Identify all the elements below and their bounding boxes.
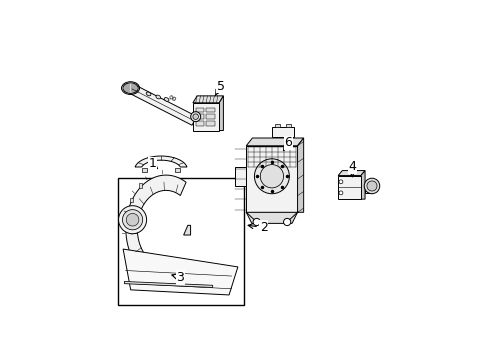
Polygon shape: [219, 96, 223, 131]
Bar: [206, 108, 215, 112]
Polygon shape: [135, 156, 187, 167]
Polygon shape: [126, 175, 186, 263]
Circle shape: [284, 219, 291, 226]
Circle shape: [339, 180, 343, 184]
Circle shape: [364, 178, 380, 194]
Polygon shape: [246, 212, 297, 223]
Circle shape: [253, 219, 260, 226]
Circle shape: [193, 114, 198, 120]
Bar: [206, 121, 215, 126]
Text: 5: 5: [215, 80, 224, 96]
Bar: [196, 108, 204, 112]
Bar: [206, 114, 215, 120]
Bar: [139, 184, 142, 188]
Bar: [338, 176, 361, 199]
Bar: [142, 168, 147, 172]
Text: 2: 2: [248, 221, 268, 234]
Polygon shape: [184, 225, 191, 235]
Bar: [196, 114, 204, 120]
Polygon shape: [124, 282, 213, 288]
Circle shape: [119, 206, 147, 234]
Circle shape: [254, 159, 290, 194]
Polygon shape: [297, 138, 304, 212]
Circle shape: [339, 191, 343, 195]
Polygon shape: [130, 85, 196, 125]
Polygon shape: [193, 96, 223, 103]
Ellipse shape: [156, 95, 161, 99]
Text: 4: 4: [348, 160, 356, 177]
Text: 6: 6: [284, 136, 293, 150]
Circle shape: [191, 112, 201, 122]
Bar: [130, 198, 133, 202]
Circle shape: [122, 210, 143, 230]
Bar: [246, 146, 297, 212]
Ellipse shape: [164, 98, 169, 102]
Circle shape: [126, 213, 139, 226]
Bar: [118, 177, 244, 305]
Bar: [365, 181, 372, 193]
Bar: [175, 168, 180, 172]
Bar: [286, 124, 292, 127]
Polygon shape: [246, 138, 304, 146]
Bar: [275, 124, 280, 127]
Polygon shape: [361, 171, 365, 199]
Bar: [193, 103, 219, 131]
Text: 3: 3: [172, 271, 184, 284]
Bar: [235, 167, 246, 186]
Bar: [272, 127, 294, 138]
Text: 1: 1: [149, 157, 158, 170]
Text: oo: oo: [167, 94, 177, 103]
Circle shape: [367, 181, 377, 191]
Circle shape: [260, 165, 284, 188]
Polygon shape: [123, 249, 238, 295]
Ellipse shape: [146, 92, 151, 96]
Bar: [196, 121, 204, 126]
Ellipse shape: [123, 83, 138, 93]
Polygon shape: [338, 171, 365, 176]
